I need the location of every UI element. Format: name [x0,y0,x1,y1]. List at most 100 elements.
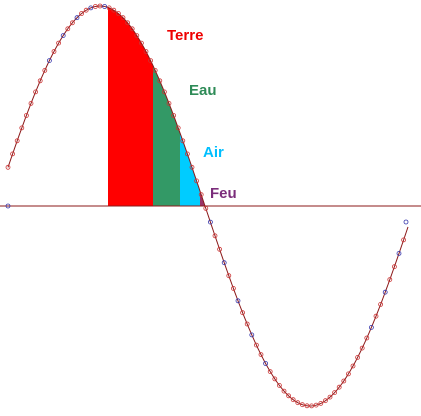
curve-dot [226,273,232,279]
curve-dot [5,203,11,209]
curve-dot [70,20,75,26]
curve-dot [88,5,94,11]
region-area [153,65,180,206]
curve-dot [33,89,38,95]
curve-dot [332,390,338,396]
sine-curve [7,5,409,407]
curve-dot [138,40,144,46]
curve-dot [194,178,200,184]
curve-dot [180,138,186,144]
curve-dot [125,20,130,26]
curve-dot [263,361,269,366]
curve-dot [249,332,255,338]
curve-dot [171,113,177,118]
curve-dot [286,393,292,399]
curve-dot [203,205,209,211]
region-area [180,132,200,206]
curve-dot [345,371,351,377]
curve-dot [79,11,84,16]
curve-dot [364,335,370,341]
curve-dot [359,345,365,351]
curve-dot [116,11,121,16]
curve-dot [318,400,324,406]
curve-dot [401,237,407,243]
curve-dot [51,49,57,54]
curve-dot [272,376,278,382]
curve-dot [276,382,282,388]
curve-dot [309,403,315,409]
curve-dot [212,233,218,239]
curve-dot [143,49,149,54]
curve-dot [28,101,34,106]
curve-dot [230,285,236,291]
region-label: Terre [167,27,203,44]
curve-dot [161,89,167,95]
curve-dot [175,125,181,131]
curve-dot [111,7,117,13]
curve-dot [148,58,154,63]
curve-dot [198,192,204,198]
curve-dot [134,33,140,38]
curve-dot [102,4,107,9]
curve-dot [240,310,246,316]
curve-dot [184,151,190,157]
curve-dot [336,384,342,390]
curve-dot [221,260,227,266]
curve-dot [65,26,71,32]
curve-dot [350,363,356,369]
curve-dot [47,58,52,63]
curve-dot [327,394,333,400]
region-areas [108,7,207,207]
curve-dot [60,33,66,38]
curve-dot [56,40,61,46]
curve-dot [396,250,402,256]
curve-dot [217,246,223,252]
curve-dot [10,151,16,157]
curve-dot [341,378,347,384]
curve-dot [267,369,273,375]
region-area [108,7,153,207]
region-label: Air [203,144,224,161]
curve-dot [97,3,103,9]
curve-dots [5,3,409,409]
curve-dot [253,342,259,348]
region-labels: Terre Eau Air Feu [167,27,237,202]
curve-dot [235,298,241,304]
curve-dot [373,313,379,319]
curve-dot [290,397,296,403]
curve-dot [313,402,319,408]
curve-dot [152,68,158,73]
region-label: Eau [189,82,217,99]
curve-dot [157,78,163,84]
curve-dot [19,125,25,131]
curve-dot [14,138,20,144]
curve-dot [378,301,384,307]
curve-dot [42,68,48,73]
curve-dot [368,324,374,330]
curve-dot [295,400,301,406]
curve-dot [207,219,213,225]
curve-dot [37,78,43,84]
curve-dot [244,321,250,327]
curve-dot [258,352,264,358]
region-label: Feu [210,185,237,202]
curve-dot [83,7,89,13]
curve-dot [129,26,135,32]
region-area [200,191,207,206]
curve-dot [5,164,11,170]
curve-dot [166,101,172,106]
curve-dot [403,219,409,225]
curve-dot [189,164,195,170]
curve-dot [322,398,328,404]
curve-dot [74,15,80,21]
curve-dot [23,113,29,118]
curve-dot [355,354,361,360]
curve-dot [299,402,305,408]
curve-dot [281,388,287,394]
curve-dot [93,4,98,9]
curve-dot [387,277,393,283]
curve-dot [304,403,310,409]
curve-dot [120,15,126,21]
curve-dot [382,289,388,295]
